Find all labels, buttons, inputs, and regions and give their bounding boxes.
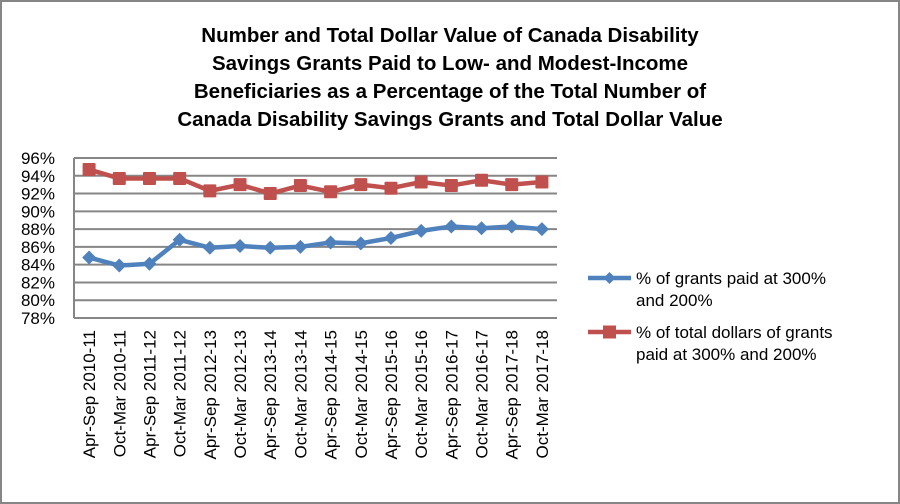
data-point-square <box>535 175 549 189</box>
x-tick-label: Apr-Sep 2014-15 <box>322 330 341 459</box>
chart-title-line: Number and Total Dollar Value of Canada … <box>201 24 699 47</box>
data-point-diamond <box>112 258 127 273</box>
chart-title: Number and Total Dollar Value of Canada … <box>177 24 722 131</box>
data-point-diamond <box>353 236 368 251</box>
x-tick-label: Oct-Mar 2014-15 <box>352 330 371 459</box>
data-point-diamond <box>504 219 519 234</box>
y-tick-label: 84% <box>21 256 55 275</box>
series-line <box>88 167 543 196</box>
x-tick-label: Oct-Mar 2012-13 <box>231 330 250 459</box>
data-point-square <box>82 163 96 177</box>
data-point-square <box>475 173 489 187</box>
y-tick-label: 80% <box>21 291 55 310</box>
y-tick-label: 86% <box>21 238 55 257</box>
data-point-square <box>354 178 368 192</box>
legend-label: and 200% <box>636 291 713 310</box>
legend-marker-square-icon <box>603 325 616 339</box>
legend-label: % of total dollars of grants <box>636 323 833 342</box>
data-point-diamond <box>263 240 278 255</box>
x-tick-label: Apr-Sep 2012-13 <box>201 330 220 459</box>
x-tick-label: Apr-Sep 2015-16 <box>382 330 401 459</box>
data-point-diamond <box>202 240 217 255</box>
y-tick-label: 96% <box>21 149 55 168</box>
legend: % of grants paid at 300% and 200% % of tot… <box>588 269 833 364</box>
y-tick-label: 90% <box>21 202 55 221</box>
y-axis: 78%80%82%84%86%88%90%92%94%96% <box>21 149 55 328</box>
series-grants-dollars <box>82 163 549 201</box>
data-point-square <box>505 178 519 192</box>
data-point-diamond <box>534 222 549 237</box>
legend-label: % of grants paid at 300% <box>636 269 826 288</box>
x-tick-label: Oct-Mar 2011-12 <box>171 330 190 457</box>
x-tick-label: Oct-Mar 2017-18 <box>533 330 552 459</box>
legend-item: % of total dollars of grants paid at 300%… <box>588 323 833 364</box>
series-grants-count <box>82 219 549 273</box>
data-point-square <box>142 171 156 185</box>
x-tick-label: Apr-Sep 2010-11 <box>80 330 99 458</box>
data-point-square <box>203 184 217 198</box>
x-tick-label: Oct-Mar 2010-11 <box>110 330 129 457</box>
data-point-square <box>384 181 398 195</box>
y-tick-label: 78% <box>21 309 55 328</box>
data-point-square <box>444 179 458 193</box>
legend-item: % of grants paid at 300% and 200% <box>588 269 826 310</box>
chart-title-line: Canada Disability Savings Grants and Tot… <box>177 108 722 131</box>
data-point-square <box>173 171 187 185</box>
x-tick-label: Apr-Sep 2016-17 <box>442 330 461 459</box>
data-point-diamond <box>383 231 398 245</box>
data-point-diamond <box>444 219 459 234</box>
x-tick-label: Apr-Sep 2017-18 <box>503 330 522 459</box>
x-tick-label: Oct-Mar 2015-16 <box>412 330 431 459</box>
x-tick-label: Apr-Sep 2011-12 <box>140 330 159 458</box>
chart-title-line: Beneficiaries as a Percentage of the Tot… <box>194 80 706 103</box>
data-point-square <box>293 179 307 193</box>
series <box>82 163 549 273</box>
x-tick-label: Oct-Mar 2013-14 <box>291 330 310 459</box>
legend-label: paid at 300% and 200% <box>636 345 817 364</box>
y-tick-label: 92% <box>21 185 55 204</box>
data-point-square <box>414 175 428 189</box>
data-point-diamond <box>293 239 308 254</box>
x-axis: Apr-Sep 2010-11 Oct-Mar 2010-11 Apr-Sep 20… <box>80 330 552 459</box>
legend-marker-diamond-icon <box>603 272 616 284</box>
data-point-diamond <box>233 239 248 253</box>
data-point-square <box>112 171 126 185</box>
data-point-diamond <box>82 250 97 265</box>
data-point-diamond <box>414 223 429 238</box>
series-line <box>88 224 543 268</box>
data-point-square <box>324 185 338 199</box>
data-point-square <box>233 178 247 192</box>
y-tick-label: 82% <box>21 273 55 292</box>
data-point-diamond <box>142 256 157 271</box>
chart-title-line: Savings Grants Paid to Low- and Modest-I… <box>212 52 688 75</box>
data-point-square <box>263 187 277 201</box>
data-point-diamond <box>323 235 338 250</box>
data-point-diamond <box>172 232 187 247</box>
y-tick-label: 88% <box>21 220 55 239</box>
x-tick-label: Oct-Mar 2016-17 <box>473 330 492 459</box>
data-point-diamond <box>474 221 489 236</box>
y-tick-label: 94% <box>21 167 55 186</box>
x-tick-label: Apr-Sep 2013-14 <box>261 330 280 459</box>
